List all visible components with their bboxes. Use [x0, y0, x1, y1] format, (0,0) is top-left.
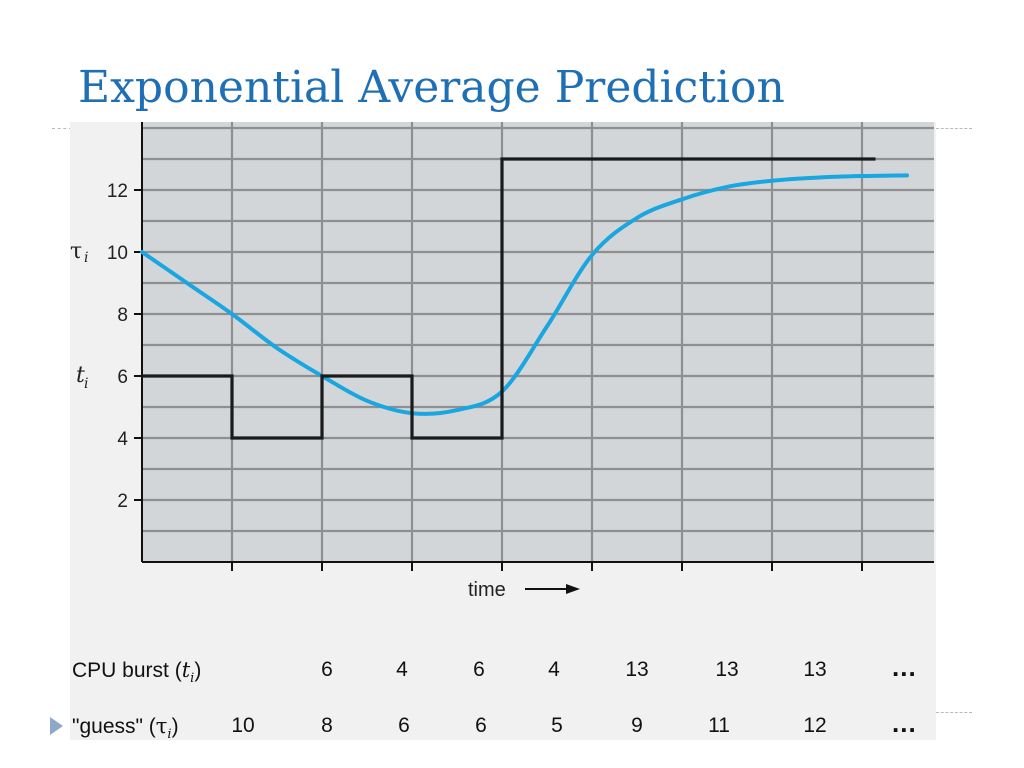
cpu-burst-label-var: t — [181, 658, 191, 682]
y-tick-label: 10 — [107, 243, 128, 264]
guess-ellipsis: ... — [892, 708, 917, 738]
y-tick-label: 4 — [117, 429, 128, 450]
guess-value: 9 — [631, 714, 643, 737]
burst-value: 4 — [548, 658, 560, 681]
y-tick-label: 8 — [117, 305, 128, 326]
guess-label-sub: i — [167, 727, 172, 743]
cpu-burst-label-suffix: ) — [194, 659, 202, 682]
guess-value: 6 — [475, 714, 487, 737]
y-tick-label: 12 — [107, 181, 128, 202]
slide-title: Exponential Average Prediction — [78, 62, 785, 113]
t-marker-subscript: i — [84, 376, 88, 392]
bullet-arrow-icon — [50, 717, 63, 735]
axis-ticks — [134, 189, 863, 571]
tau-marker: τ — [70, 239, 82, 264]
guess-value: 12 — [803, 714, 827, 737]
guess-value: 6 — [398, 714, 410, 737]
burst-value: 13 — [803, 658, 827, 681]
guess-label-suffix: ) — [171, 715, 179, 738]
bottom-divider-right — [936, 712, 972, 713]
burst-value: 13 — [625, 658, 649, 681]
guess-row-label: "guess" (τi) — [72, 714, 179, 742]
title-divider-right — [936, 128, 972, 129]
y-tick-labels: 12 10 8 6 4 2 — [107, 181, 129, 512]
prediction-curve — [140, 173, 909, 416]
cpu-burst-row-label: CPU burst (ti) — [72, 658, 201, 686]
burst-value: 6 — [321, 658, 333, 681]
guess-value: 5 — [551, 714, 563, 737]
cpu-burst-label-prefix: CPU burst ( — [72, 659, 182, 682]
burst-ellipsis: ... — [892, 652, 917, 682]
t-marker: t — [76, 363, 85, 388]
guess-value: 10 — [231, 714, 255, 737]
tau-marker-subscript: i — [84, 250, 88, 266]
guess-label-prefix: "guess" ( — [72, 715, 156, 738]
guess-value: 8 — [321, 714, 333, 737]
cpu-burst-label-sub: i — [190, 671, 195, 687]
cpu-burst-step-line — [142, 157, 876, 440]
burst-value: 4 — [396, 658, 408, 681]
guess-label-var: τ — [155, 714, 168, 738]
burst-value: 6 — [473, 658, 485, 681]
x-axis-label: time — [468, 579, 506, 601]
guess-value: 11 — [708, 714, 730, 737]
burst-value: 13 — [715, 658, 739, 681]
title-divider-left — [52, 128, 72, 129]
series-layer — [140, 157, 909, 440]
y-tick-label: 6 — [117, 367, 128, 388]
y-tick-label: 2 — [117, 491, 128, 512]
time-arrow-head — [566, 584, 580, 594]
